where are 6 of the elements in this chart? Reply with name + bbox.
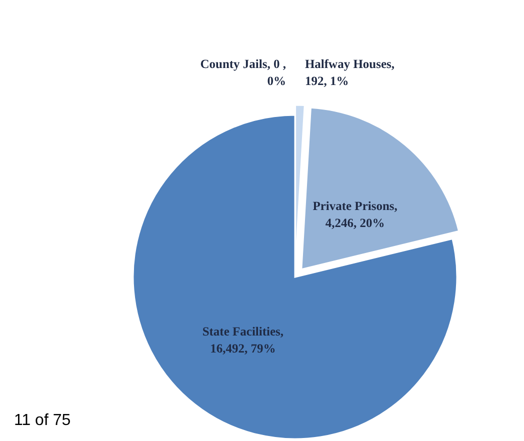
slice-label: Halfway Houses, 192, 1% xyxy=(304,57,395,88)
category-label: County Jails, 0 , xyxy=(200,57,286,71)
slice-label: State Facilities, 16,492, 79% xyxy=(202,324,284,356)
slice-label: Private Prisons, 4,246, 20% xyxy=(312,198,398,230)
text: 0% xyxy=(267,74,286,88)
text: 11 of 75 xyxy=(14,412,71,430)
